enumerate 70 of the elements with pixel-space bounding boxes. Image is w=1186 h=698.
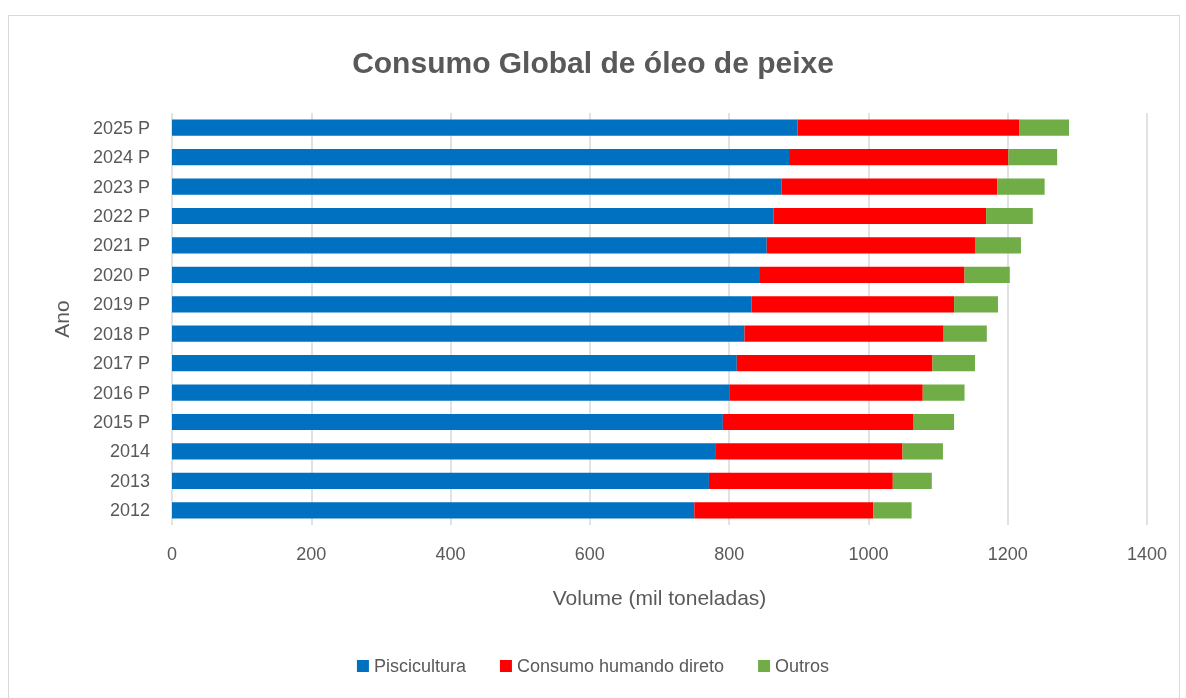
bar [1008, 149, 1058, 166]
bar [773, 207, 987, 225]
bar [708, 472, 893, 489]
bar [766, 237, 975, 254]
bar [172, 472, 709, 489]
x-tick-label: 200 [296, 544, 327, 564]
bar [1019, 119, 1069, 136]
y-tick-label: 2012 [109, 500, 150, 521]
x-tick-label: 1200 [987, 544, 1028, 564]
x-tick-label: 400 [435, 544, 466, 564]
y-tick-label: 2025 P [92, 117, 150, 138]
bar [172, 355, 737, 372]
bar [974, 237, 1021, 254]
y-tick-label: 2014 [109, 441, 150, 462]
bar [722, 413, 913, 431]
bar [997, 178, 1045, 195]
y-tick-label: 2013 [109, 470, 150, 491]
y-tick-label: 2021 P [92, 235, 150, 256]
bar [892, 472, 932, 489]
y-tick-label: 2016 P [92, 382, 150, 403]
bar [715, 443, 903, 460]
bar [172, 325, 745, 342]
x-tick-label: 800 [714, 544, 745, 564]
bar [943, 325, 987, 342]
x-axis-title: Volume (mil toneladas) [552, 586, 767, 609]
legend-label: Outros [775, 656, 830, 676]
bar [913, 413, 955, 431]
legend-label: Piscicultura [373, 656, 467, 676]
bar [172, 149, 790, 166]
y-tick-label: 2023 P [92, 176, 150, 197]
bar [172, 443, 716, 460]
bar [736, 355, 933, 372]
y-tick-label: 2020 P [92, 264, 150, 285]
bar [873, 502, 912, 519]
bar [172, 266, 760, 283]
chart-title: Consumo Global de óleo de peixe [352, 45, 834, 79]
bar [789, 149, 1009, 166]
x-tick-label: 1000 [848, 544, 889, 564]
bar [797, 119, 1020, 136]
bar [932, 355, 975, 372]
x-tick-label: 600 [574, 544, 605, 564]
bar [954, 296, 998, 313]
bar [172, 384, 730, 401]
bar [172, 119, 798, 136]
x-tick-label: 1400 [1126, 544, 1168, 564]
bar [172, 296, 752, 313]
y-tick-label: 2024 P [92, 147, 150, 168]
y-tick-label: 2015 P [92, 412, 150, 432]
bar [964, 266, 1010, 283]
bar [986, 207, 1033, 225]
bar [172, 502, 695, 519]
bar [922, 384, 965, 401]
bar [759, 266, 965, 283]
x-tick-label: 0 [166, 544, 178, 564]
bar [729, 384, 923, 401]
bar [172, 413, 723, 431]
bar [694, 502, 874, 519]
y-tick-label: 2018 P [92, 323, 150, 344]
bar [902, 443, 943, 460]
legend-label: Consumo humando direto [516, 656, 725, 676]
bar [172, 207, 774, 225]
y-tick-label: 2022 P [92, 206, 150, 226]
y-tick-label: 2019 P [92, 294, 150, 315]
bar [744, 325, 944, 342]
y-axis-title: Ano [50, 300, 73, 338]
bar [751, 296, 955, 313]
bar [172, 178, 782, 195]
y-tick-label: 2017 P [92, 353, 150, 374]
bar [172, 237, 767, 254]
bar [781, 178, 998, 195]
